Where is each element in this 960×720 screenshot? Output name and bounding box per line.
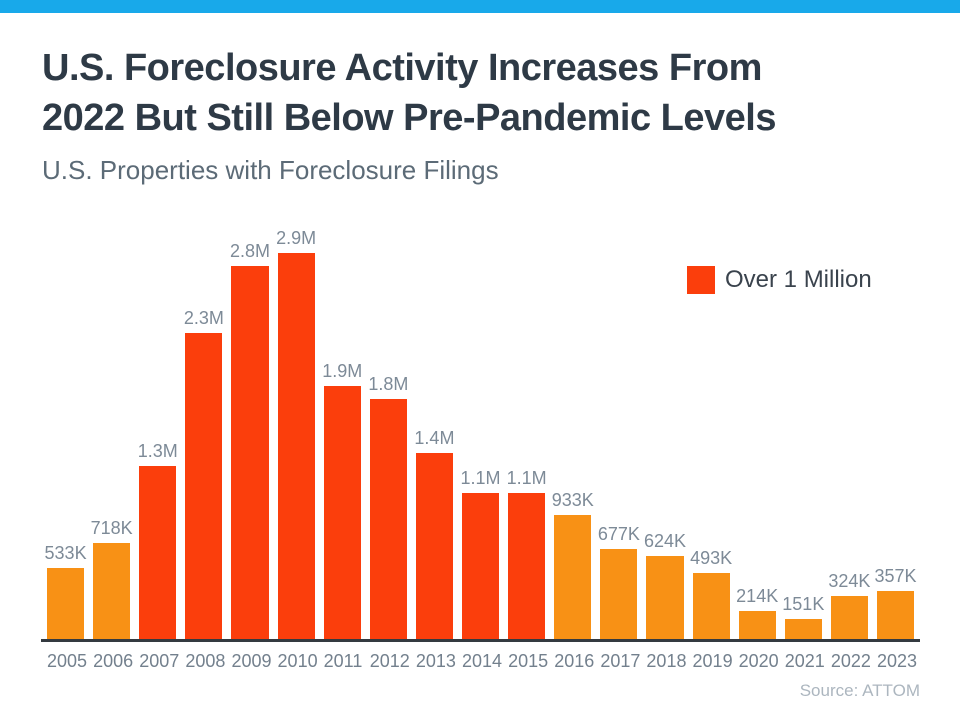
bar-value-label-2018: 624K <box>643 531 686 551</box>
chart-subtitle: U.S. Properties with Foreclosure Filings <box>42 155 499 185</box>
x-tick-2009: 2009 <box>231 651 272 671</box>
x-tick-2016: 2016 <box>554 651 595 671</box>
chart-legend: Over 1 Million <box>687 266 872 294</box>
bar-2013 <box>415 453 453 639</box>
bar-2011 <box>323 386 361 639</box>
bar-value-label-2008: 2.3M <box>183 308 224 328</box>
top-accent-bar <box>0 0 960 13</box>
legend-label: Over 1 Million <box>725 266 872 293</box>
bar-slot-2014: 1.1M <box>460 468 501 639</box>
bar-2020 <box>738 611 776 639</box>
bar-2007 <box>139 466 177 639</box>
bar-slot-2008: 2.3M <box>183 308 224 639</box>
bar-2022 <box>830 596 868 639</box>
bar-slot-2007: 1.3M <box>137 441 178 639</box>
x-tick-2017: 2017 <box>600 651 641 671</box>
bar-slot-2013: 1.4M <box>414 428 455 639</box>
bar-value-label-2013: 1.4M <box>414 428 455 448</box>
bar-2008 <box>185 333 223 639</box>
x-tick-2023: 2023 <box>876 651 918 671</box>
bar-slot-2009: 2.8M <box>229 241 271 639</box>
source-attribution: Source: ATTOM <box>799 681 920 700</box>
bar-value-label-2017: 677K <box>597 524 640 544</box>
bar-value-label-2015: 1.1M <box>506 468 547 488</box>
x-tick-2018: 2018 <box>646 651 687 671</box>
bar-slot-2017: 677K <box>597 524 640 639</box>
bar-2023 <box>876 591 915 639</box>
bar-slot-2016: 933K <box>551 490 594 639</box>
bar-slot-2020: 214K <box>736 586 779 639</box>
bar-slot-2012: 1.8M <box>368 374 409 639</box>
bar-2009 <box>231 266 269 639</box>
bar-2017 <box>600 549 638 639</box>
x-tick-2007: 2007 <box>139 651 180 671</box>
x-tick-2006: 2006 <box>93 651 134 671</box>
x-tick-2019: 2019 <box>692 651 733 671</box>
x-tick-2012: 2012 <box>369 651 410 671</box>
bar-2005 <box>47 568 85 639</box>
bar-slot-2019: 493K <box>690 548 733 639</box>
bar-slot-2015: 1.1M <box>506 468 547 639</box>
x-axis-tick-labels: 2005 2006 2007 2008 2009 2010 2011 2012 2013 2014… <box>41 651 920 672</box>
bar-slot-2022: 324K <box>828 571 871 639</box>
x-tick-2015: 2015 <box>508 651 549 671</box>
bar-slot-2005: 533K <box>44 543 87 639</box>
x-tick-2020: 2020 <box>738 651 779 671</box>
bar-value-label-2023: 357K <box>874 566 917 586</box>
bar-slot-2018: 624K <box>643 531 686 639</box>
bar-value-label-2019: 493K <box>690 548 733 568</box>
x-tick-2014: 2014 <box>461 651 503 671</box>
bar-slot-2023: 357K <box>874 566 917 639</box>
bar-value-label-2009: 2.8M <box>229 241 271 261</box>
bar-2016 <box>554 515 592 639</box>
bar-slot-2010: 2.9M <box>276 228 317 639</box>
bar-value-label-2020: 214K <box>736 586 779 606</box>
page-title-line-1: U.S. Foreclosure Activity Increases From <box>42 47 762 89</box>
bar-2006 <box>93 543 131 639</box>
bar-value-label-2016: 933K <box>551 490 594 510</box>
x-tick-2005: 2005 <box>47 651 88 671</box>
bar-value-label-2006: 718K <box>90 518 133 538</box>
bar-2021 <box>784 619 822 639</box>
bar-value-label-2005: 533K <box>44 543 87 563</box>
bar-2019 <box>692 573 730 639</box>
x-tick-2013: 2013 <box>415 651 456 671</box>
bar-2015 <box>508 493 546 639</box>
x-tick-2021: 2021 <box>784 651 825 671</box>
bar-slot-2021: 151K <box>782 594 825 639</box>
bar-slot-2011: 1.9M <box>322 361 363 639</box>
x-tick-2010: 2010 <box>277 651 318 671</box>
bar-chart-plot-area: 533K 718K 1.3M 2.3M 2.8M 2.9M 1.9M 1.8M 1.4M 1.1M… <box>41 229 920 642</box>
bar-2018 <box>646 556 684 639</box>
bar-value-label-2014: 1.1M <box>460 468 501 488</box>
x-tick-2011: 2011 <box>323 651 363 671</box>
bar-value-label-2007: 1.3M <box>137 441 178 461</box>
bar-value-label-2022: 324K <box>828 571 871 591</box>
bar-slot-2006: 718K <box>90 518 133 639</box>
x-tick-2022: 2022 <box>830 651 871 671</box>
page-title: U.S. Foreclosure Activity Increases From… <box>42 44 776 144</box>
bar-2010 <box>277 253 315 639</box>
legend-swatch-over-1-million <box>687 266 715 294</box>
bar-value-label-2011: 1.9M <box>322 361 363 381</box>
bar-value-label-2010: 2.9M <box>276 228 317 248</box>
page-title-line-2: 2022 But Still Below Pre-Pandemic Levels <box>42 96 776 139</box>
bar-2012 <box>369 399 407 639</box>
bar-value-label-2012: 1.8M <box>368 374 409 394</box>
bar-2014 <box>461 493 500 639</box>
x-tick-2008: 2008 <box>185 651 226 671</box>
bar-value-label-2021: 151K <box>782 594 825 614</box>
